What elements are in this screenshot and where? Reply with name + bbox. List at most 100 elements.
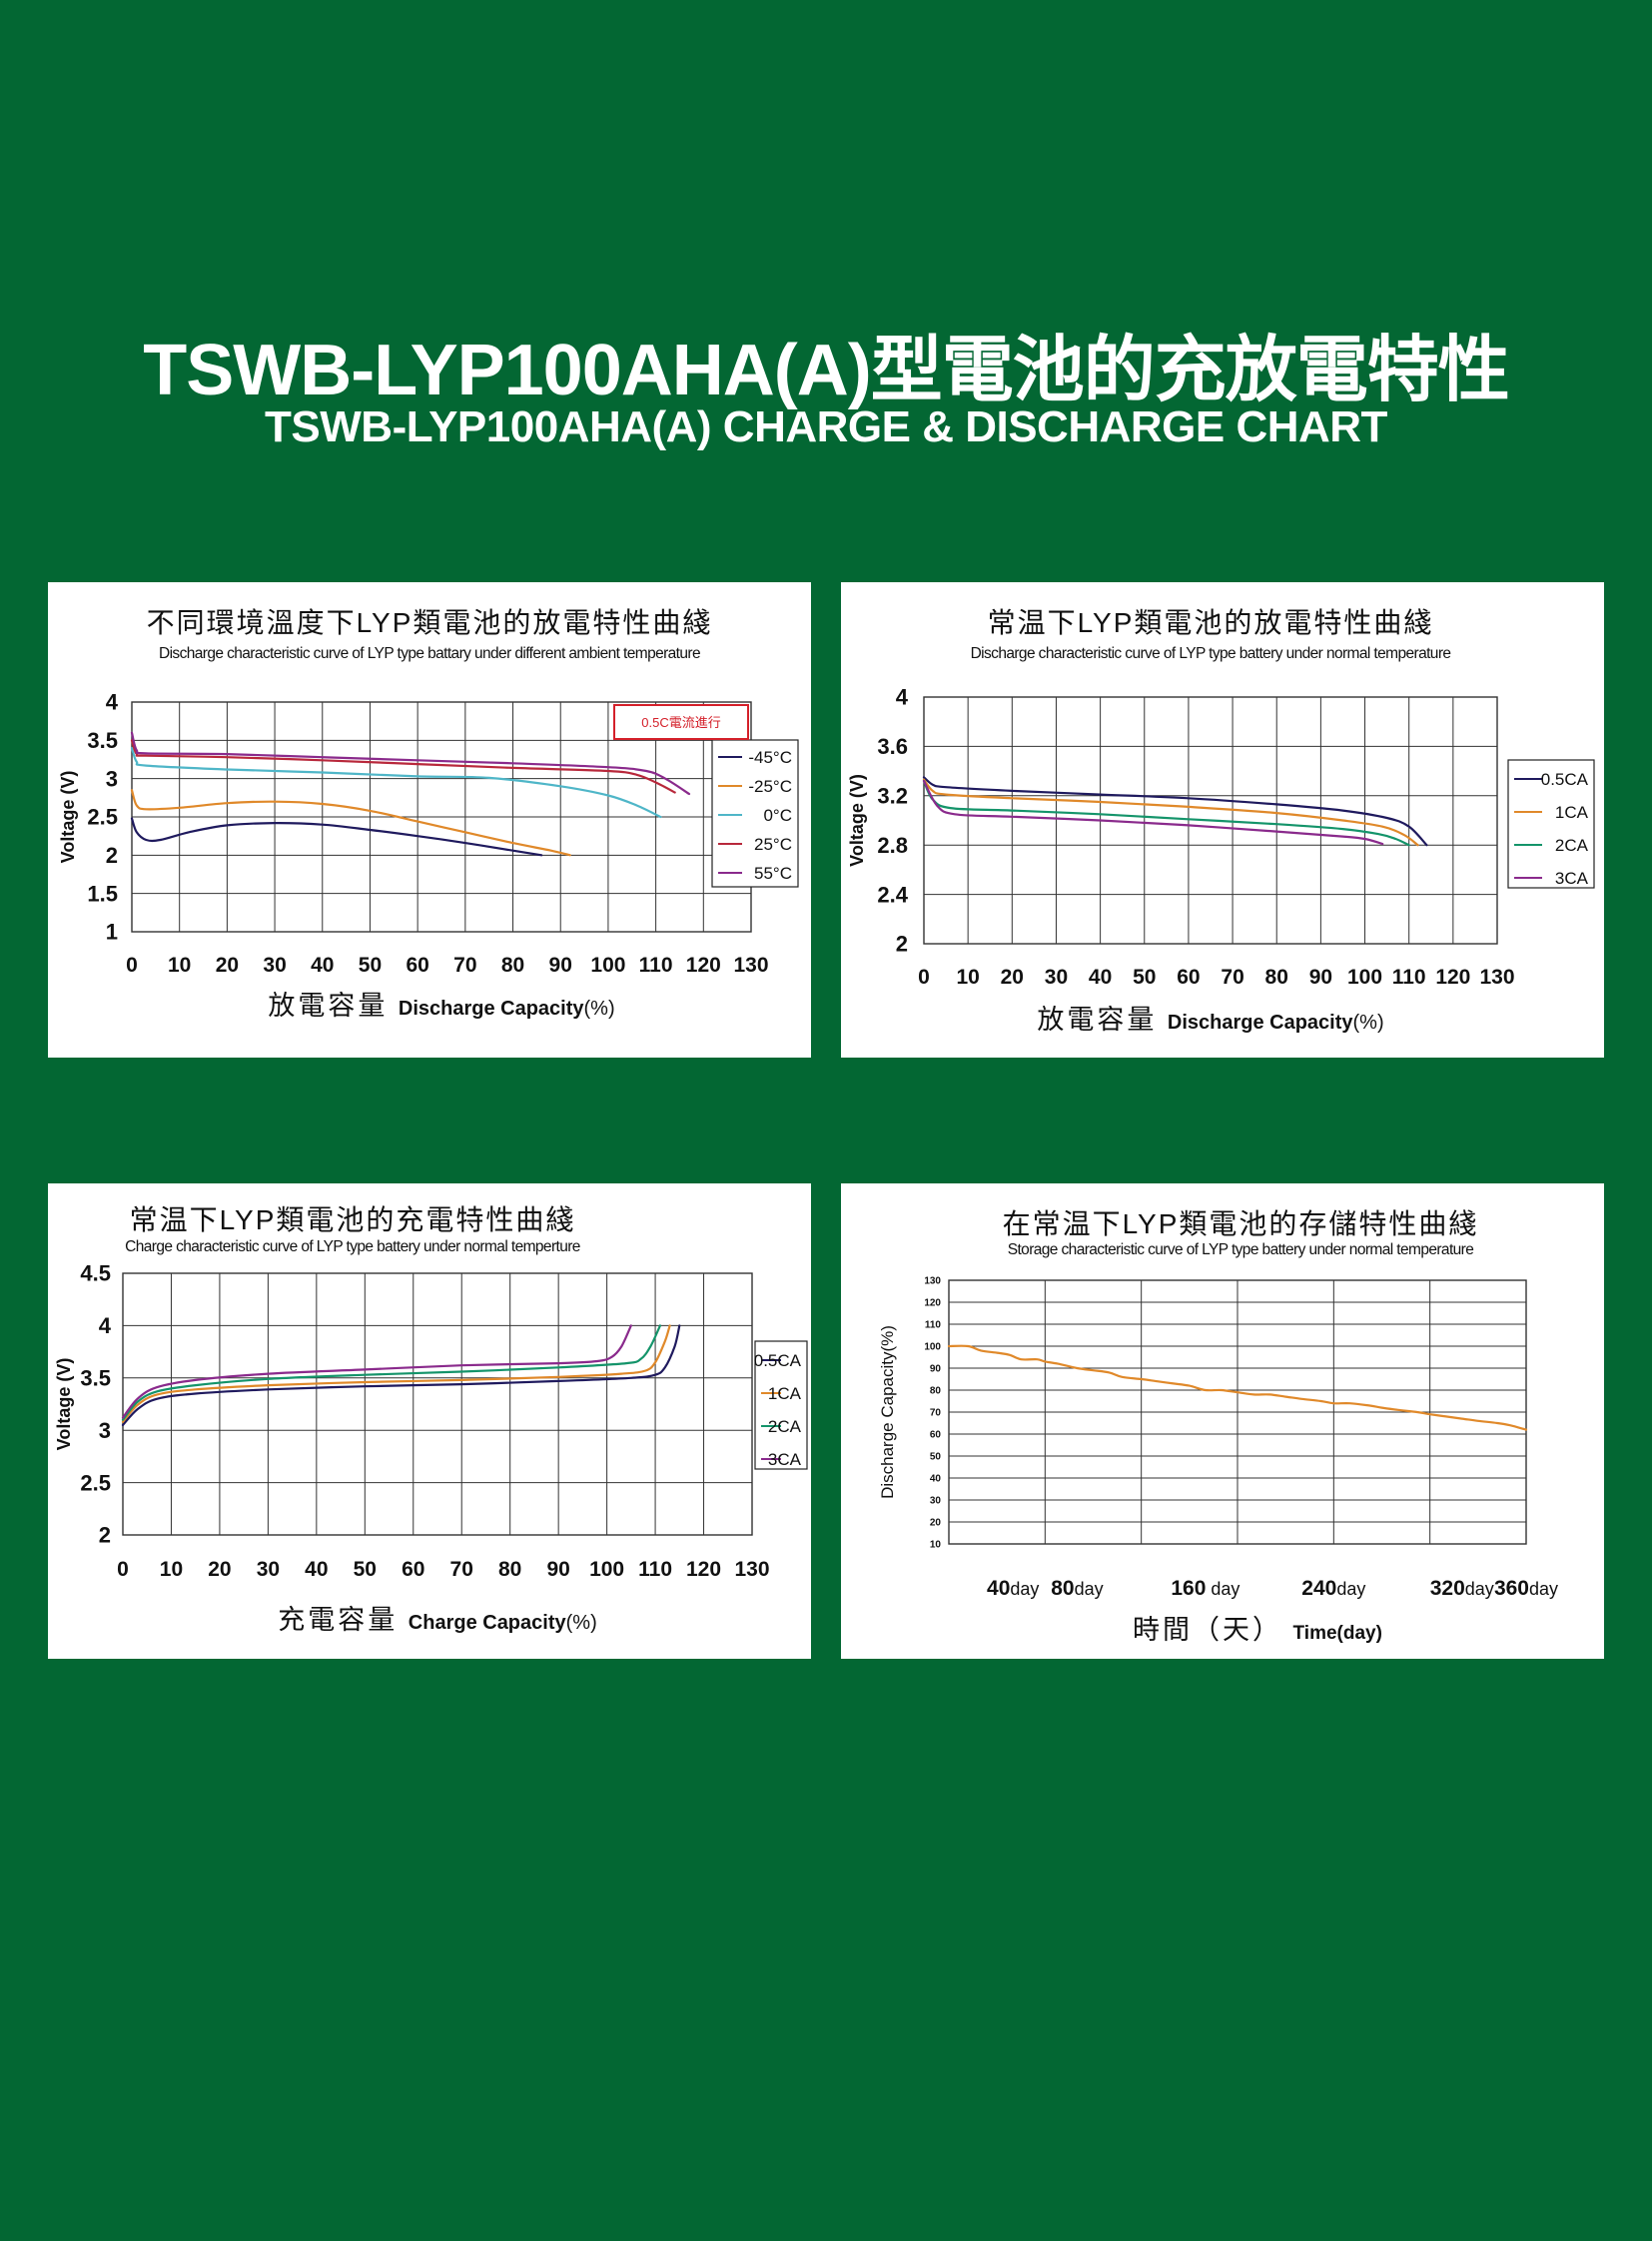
chart2-x-tick-label: 50 xyxy=(1133,966,1156,989)
page-title: TSWB-LYP100AHA(A)型電池的充放電特性 xyxy=(143,331,1509,410)
chart2-x-tick-label: 130 xyxy=(1479,966,1514,989)
chart4-x-axis-label-en: Time(day) xyxy=(1293,1623,1382,1644)
chart4-y-tick-label: 110 xyxy=(925,1320,942,1331)
chart3-series-line-2 xyxy=(121,1324,661,1421)
chart1-note: 0.5C電流進行 xyxy=(641,715,720,730)
chart2-x-tick-label: 10 xyxy=(956,966,979,989)
chart1-x-tick-label: 0 xyxy=(126,954,138,977)
chart1-x-tick-label: 90 xyxy=(549,954,572,977)
chart3-series-line-1 xyxy=(121,1324,671,1423)
storage-svg: 在常温下LYP類電池的存儲特性曲綫 Storage characteristic … xyxy=(878,1208,1558,1645)
chart3-x-tick-label: 40 xyxy=(305,1558,328,1581)
chart4-y-tick-label: 80 xyxy=(930,1386,942,1397)
chart1-x-axis-label-en: Discharge Capacity xyxy=(399,998,585,1020)
chart4-y-tick-label: 50 xyxy=(930,1452,942,1463)
chart2-x-tick-label: 120 xyxy=(1435,966,1470,989)
chart3-x-tick-label: 0 xyxy=(117,1558,129,1581)
chart2-x-axis-label-en: Discharge Capacity xyxy=(1168,1012,1354,1034)
rate-charge-svg: 常温下LYP類電池的充電特性曲綫 Charge characteristic cu… xyxy=(54,1204,808,1635)
chart1-x-axis-label-unit: (%) xyxy=(584,998,615,1020)
chart4-y-tick-label: 30 xyxy=(930,1496,942,1507)
chart3-legend-label: 1CA xyxy=(768,1384,802,1403)
chart4-series-line-0 xyxy=(947,1344,1528,1431)
chart3-legend-label: 2CA xyxy=(768,1417,802,1436)
chart3-x-axis-label-en: Charge Capacity xyxy=(409,1612,567,1634)
chart2-y-tick-label: 4 xyxy=(896,685,909,710)
chart2-legend-label: 1CA xyxy=(1555,803,1589,822)
chart3-legend-label: 0.5CA xyxy=(754,1351,802,1370)
chart2-y-tick-label: 2.4 xyxy=(877,882,908,907)
chart1-legend-label: 55°C xyxy=(754,864,792,883)
chart1-y-tick-label: 1.5 xyxy=(87,881,118,906)
chart1-series-line-3 xyxy=(130,739,676,794)
chart3-y-tick-label: 2 xyxy=(99,1523,111,1548)
chart4-title: 在常温下LYP類電池的存儲特性曲綫 xyxy=(1003,1208,1479,1239)
chart1-y-tick-label: 4 xyxy=(106,690,119,715)
chart3-y-tick-label: 4 xyxy=(99,1313,112,1338)
chart4-y-tick-label: 40 xyxy=(930,1474,942,1485)
chart1-legend-label: -45°C xyxy=(748,748,792,767)
chart1-x-tick-label: 70 xyxy=(453,954,476,977)
rate-discharge-svg: 常温下LYP類電池的放電特性曲綫 Discharge characteristic… xyxy=(847,607,1595,1035)
chart3-y-tick-label: 3.5 xyxy=(80,1366,111,1391)
chart4-x-tick-label: 160 day xyxy=(1171,1577,1239,1600)
chart4-x-tick-value: 160 xyxy=(1171,1577,1206,1600)
chart4-y-tick-label: 20 xyxy=(930,1518,942,1529)
chart2-legend-label: 3CA xyxy=(1555,869,1589,888)
chart3-y-tick-label: 2.5 xyxy=(80,1470,111,1495)
chart1-y-tick-label: 2.5 xyxy=(87,805,118,830)
chart4-x-tick-unit: day xyxy=(1465,1579,1494,1599)
chart1-y-axis-label: Voltage (V) xyxy=(58,771,78,864)
chart1-x-tick-label: 30 xyxy=(263,954,286,977)
chart1-x-tick-label: 60 xyxy=(406,954,428,977)
chart1-x-axis-label: 放電容量 Discharge Capacity(%) xyxy=(268,991,614,1021)
chart4-x-tick-value: 80 xyxy=(1051,1577,1074,1600)
chart2-series-line-2 xyxy=(922,779,1410,847)
chart1-x-tick-label: 50 xyxy=(359,954,382,977)
chart1-y-tick-label: 3 xyxy=(106,766,118,791)
chart4-x-tick-label: 320day xyxy=(1430,1577,1494,1600)
chart2-legend-label: 2CA xyxy=(1555,836,1589,855)
chart1-x-tick-label: 130 xyxy=(733,954,768,977)
chart2-subtitle: Discharge characteristic curve of LYP ty… xyxy=(971,645,1451,662)
chart4-x-tick-label: 80day xyxy=(1051,1577,1103,1600)
chart4-y-tick-label: 120 xyxy=(924,1298,941,1309)
chart2-title: 常温下LYP類電池的放電特性曲綫 xyxy=(988,607,1434,638)
chart3-x-tick-label: 120 xyxy=(686,1558,721,1581)
chart2-x-tick-label: 30 xyxy=(1045,966,1068,989)
chart2-x-tick-label: 110 xyxy=(1392,966,1426,989)
chart4-x-tick-value: 320 xyxy=(1430,1577,1465,1600)
chart3-x-axis-label: 充電容量 Charge Capacity(%) xyxy=(278,1605,596,1635)
chart3-x-tick-label: 20 xyxy=(208,1558,231,1581)
chart1-series-line-0 xyxy=(130,817,543,857)
chart4-x-tick-unit: day xyxy=(1206,1579,1239,1599)
chart4-x-tick-unit: day xyxy=(1010,1579,1039,1599)
chart2-x-axis-label-cn: 放電容量 xyxy=(1037,1005,1168,1035)
chart4-x-tick-value: 360 xyxy=(1494,1577,1529,1600)
chart2-plot-frame xyxy=(923,696,1498,945)
chart2-y-axis-label: Voltage (V) xyxy=(847,774,867,867)
chart3-subtitle: Charge characteristic curve of LYP type … xyxy=(125,1238,580,1255)
chart4-x-tick-value: 240 xyxy=(1301,1577,1336,1600)
chart3-x-axis-label-cn: 充電容量 xyxy=(278,1605,409,1635)
chart2-x-tick-label: 0 xyxy=(918,966,930,989)
chart2-x-tick-label: 60 xyxy=(1177,966,1200,989)
chart3-y-tick-label: 4.5 xyxy=(80,1261,111,1286)
chart3-series-line-0 xyxy=(121,1324,681,1427)
temperature-discharge-chart: 不同環境溫度下LYP類電池的放電特性曲綫 Discharge characteri… xyxy=(48,582,811,1058)
chart2-x-tick-label: 100 xyxy=(1347,966,1382,989)
chart4-x-tick-unit: day xyxy=(1529,1579,1558,1599)
chart4-subtitle: Storage characteristic curve of LYP type… xyxy=(1008,1241,1474,1258)
chart2-legend-box xyxy=(1507,759,1595,889)
chart3-x-tick-label: 130 xyxy=(734,1558,769,1581)
chart2-y-tick-label: 3.6 xyxy=(877,734,908,759)
page-subtitle: TSWB-LYP100AHA(A) CHARGE & DISCHARGE CHA… xyxy=(265,402,1387,451)
chart2-x-tick-label: 80 xyxy=(1265,966,1288,989)
chart2-x-axis-label-unit: (%) xyxy=(1353,1012,1384,1034)
chart1-title: 不同環境溫度下LYP類電池的放電特性曲綫 xyxy=(147,607,713,638)
chart2-series-line-3 xyxy=(922,779,1384,846)
chart1-x-tick-label: 110 xyxy=(639,954,673,977)
chart3-x-tick-label: 60 xyxy=(402,1558,424,1581)
chart2-y-tick-label: 3.2 xyxy=(877,784,908,809)
rate-charge-chart: 常温下LYP類電池的充電特性曲綫 Charge characteristic cu… xyxy=(48,1183,811,1659)
